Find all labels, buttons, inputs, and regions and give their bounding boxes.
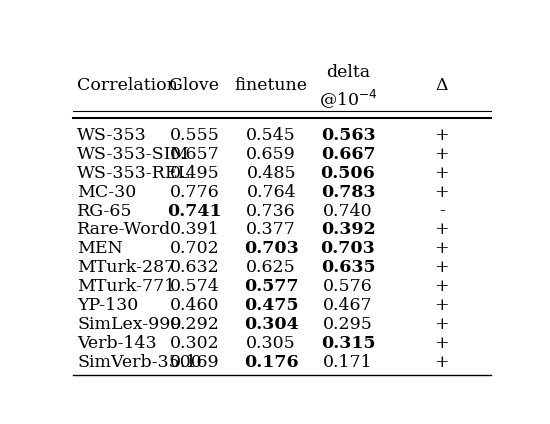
Text: SimVerb-3500: SimVerb-3500 [77, 354, 202, 371]
Text: 0.740: 0.740 [323, 203, 373, 220]
Text: 0.377: 0.377 [246, 221, 296, 238]
Text: 0.392: 0.392 [321, 221, 375, 238]
Text: MC-30: MC-30 [77, 184, 136, 201]
Text: 0.176: 0.176 [244, 354, 299, 371]
Text: 0.315: 0.315 [321, 335, 375, 352]
Text: +: + [434, 278, 449, 295]
Text: 0.295: 0.295 [323, 316, 373, 333]
Text: +: + [434, 297, 449, 314]
Text: 0.391: 0.391 [169, 221, 219, 238]
Text: 0.169: 0.169 [170, 354, 219, 371]
Text: 0.292: 0.292 [169, 316, 219, 333]
Text: 0.667: 0.667 [321, 146, 375, 163]
Text: SimLex-999: SimLex-999 [77, 316, 182, 333]
Text: 0.625: 0.625 [246, 259, 296, 276]
Text: 0.171: 0.171 [323, 354, 373, 371]
Text: 0.659: 0.659 [246, 146, 296, 163]
Text: +: + [434, 165, 449, 182]
Text: Correlation: Correlation [77, 77, 178, 94]
Text: 0.783: 0.783 [321, 184, 375, 201]
Text: -: - [439, 203, 444, 220]
Text: 0.574: 0.574 [169, 278, 219, 295]
Text: MTurk-287: MTurk-287 [77, 259, 175, 276]
Text: Glove: Glove [169, 77, 219, 94]
Text: +: + [434, 184, 449, 201]
Text: 0.460: 0.460 [170, 297, 219, 314]
Text: 0.736: 0.736 [246, 203, 296, 220]
Text: 0.776: 0.776 [169, 184, 219, 201]
Text: 0.657: 0.657 [169, 146, 219, 163]
Text: 0.563: 0.563 [321, 127, 375, 144]
Text: 0.577: 0.577 [244, 278, 299, 295]
Text: Rare-Word: Rare-Word [77, 221, 172, 238]
Text: 0.485: 0.485 [246, 165, 296, 182]
Text: 0.302: 0.302 [169, 335, 219, 352]
Text: +: + [434, 335, 449, 352]
Text: 0.506: 0.506 [321, 165, 375, 182]
Text: 0.545: 0.545 [246, 127, 296, 144]
Text: 0.632: 0.632 [169, 259, 219, 276]
Text: 0.764: 0.764 [246, 184, 296, 201]
Text: RG-65: RG-65 [77, 203, 133, 220]
Text: 0.475: 0.475 [244, 297, 299, 314]
Text: YP-130: YP-130 [77, 297, 139, 314]
Text: 0.467: 0.467 [323, 297, 373, 314]
Text: 0.702: 0.702 [169, 240, 219, 257]
Text: 0.703: 0.703 [244, 240, 299, 257]
Text: WS-353-REL: WS-353-REL [77, 165, 190, 182]
Text: +: + [434, 127, 449, 144]
Text: +: + [434, 221, 449, 238]
Text: Verb-143: Verb-143 [77, 335, 157, 352]
Text: WS-353: WS-353 [77, 127, 147, 144]
Text: finetune: finetune [235, 77, 307, 94]
Text: 0.304: 0.304 [244, 316, 299, 333]
Text: +: + [434, 259, 449, 276]
Text: MEN: MEN [77, 240, 123, 257]
Text: 0.741: 0.741 [167, 203, 222, 220]
Text: +: + [434, 316, 449, 333]
Text: Δ: Δ [436, 77, 448, 94]
Text: +: + [434, 354, 449, 371]
Text: +: + [434, 146, 449, 163]
Text: 0.635: 0.635 [321, 259, 375, 276]
Text: delta: delta [326, 64, 370, 81]
Text: MTurk-771: MTurk-771 [77, 278, 175, 295]
Text: 0.555: 0.555 [169, 127, 219, 144]
Text: 0.305: 0.305 [246, 335, 296, 352]
Text: @10$^{-4}$: @10$^{-4}$ [318, 87, 377, 110]
Text: 0.495: 0.495 [169, 165, 219, 182]
Text: WS-353-SIM: WS-353-SIM [77, 146, 190, 163]
Text: +: + [434, 240, 449, 257]
Text: 0.576: 0.576 [323, 278, 373, 295]
Text: 0.703: 0.703 [321, 240, 375, 257]
